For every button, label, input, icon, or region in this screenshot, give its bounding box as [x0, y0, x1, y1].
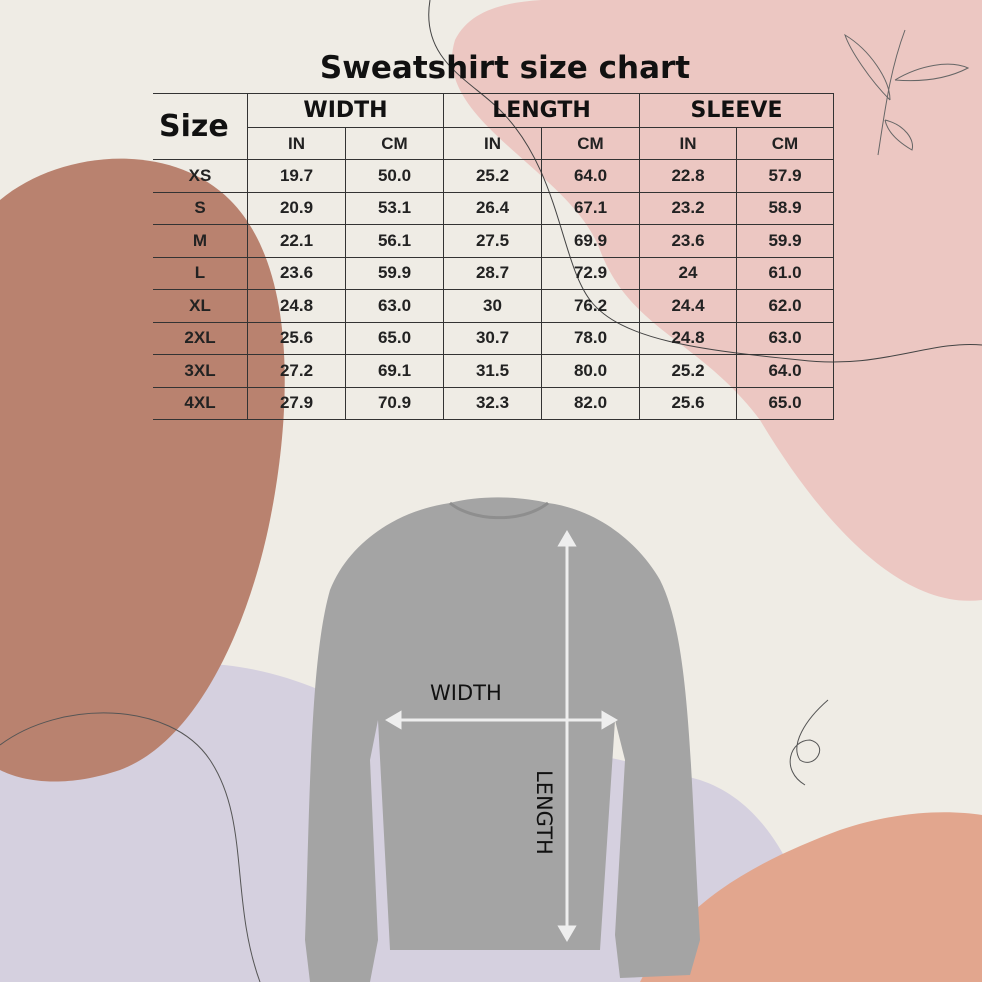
measurement-cell: 58.9 — [736, 191, 834, 225]
table-row: M 22.1 56.1 27.5 69.9 23.6 59.9 — [153, 224, 834, 258]
measurement-cell: 27.9 — [247, 386, 346, 420]
measurement-cell: 27.5 — [443, 224, 542, 258]
measurement-cell: 69.1 — [345, 354, 444, 388]
salmon-blob — [640, 812, 982, 982]
sweatshirt-image — [305, 497, 700, 982]
measurement-cell: 57.9 — [736, 159, 834, 193]
measurement-cell: 25.6 — [639, 386, 737, 420]
width-header: WIDTH — [247, 93, 444, 128]
size-cell: M — [153, 224, 248, 258]
unit-header: IN — [247, 127, 346, 160]
measurement-cell: 23.2 — [639, 191, 737, 225]
measurement-cell: 59.9 — [345, 256, 444, 290]
measurement-cell: 22.8 — [639, 159, 737, 193]
swirl-sketch-icon — [789, 699, 829, 786]
table-row: 2XL 25.6 65.0 30.7 78.0 24.8 63.0 — [153, 321, 834, 355]
measurement-cell: 72.9 — [541, 256, 640, 290]
measurement-cell: 82.0 — [541, 386, 640, 420]
measurement-cell: 23.6 — [639, 224, 737, 258]
measurement-cell: 69.9 — [541, 224, 640, 258]
measurement-cell: 24 — [639, 256, 737, 290]
measurement-cell: 61.0 — [736, 256, 834, 290]
measurement-cell: 59.9 — [736, 224, 834, 258]
measurement-cell: 78.0 — [541, 321, 640, 355]
size-cell: L — [153, 256, 248, 290]
measurement-cell: 25.2 — [639, 354, 737, 388]
length-header: LENGTH — [443, 93, 640, 128]
size-cell: XL — [153, 289, 248, 323]
measurement-cell: 28.7 — [443, 256, 542, 290]
measurement-cell: 25.2 — [443, 159, 542, 193]
measurement-cell: 50.0 — [345, 159, 444, 193]
measurement-cell: 26.4 — [443, 191, 542, 225]
table-row: XL 24.8 63.0 30 76.2 24.4 62.0 — [153, 289, 834, 323]
length-label: LENGTH — [532, 770, 556, 855]
measurement-cell: 32.3 — [443, 386, 542, 420]
width-label: WIDTH — [430, 681, 502, 705]
measurement-cell: 24.8 — [639, 321, 737, 355]
measurement-cell: 65.0 — [736, 386, 834, 420]
measurement-cell: 30 — [443, 289, 542, 323]
length-arrow — [557, 530, 577, 942]
measurement-cell: 63.0 — [345, 289, 444, 323]
measurement-cell: 20.9 — [247, 191, 346, 225]
measurement-cell: 76.2 — [541, 289, 640, 323]
measurement-cell: 27.2 — [247, 354, 346, 388]
table-row: L 23.6 59.9 28.7 72.9 24 61.0 — [153, 256, 834, 290]
decorative-line — [0, 712, 261, 982]
unit-header: CM — [541, 127, 640, 160]
measurement-cell: 24.4 — [639, 289, 737, 323]
table-row: XS 19.7 50.0 25.2 64.0 22.8 57.9 — [153, 159, 834, 193]
measurement-cell: 80.0 — [541, 354, 640, 388]
measurement-cell: 53.1 — [345, 191, 444, 225]
table-row: S 20.9 53.1 26.4 67.1 23.2 58.9 — [153, 191, 834, 225]
unit-header: IN — [443, 127, 542, 160]
chart-title: Sweatshirt size chart — [319, 50, 691, 86]
measurement-cell: 23.6 — [247, 256, 346, 290]
unit-header: CM — [736, 127, 834, 160]
size-table: Size WIDTH LENGTH SLEEVE IN CM IN CM IN CM XS… — [153, 93, 834, 420]
table-row: 3XL 27.2 69.1 31.5 80.0 25.2 64.0 — [153, 354, 834, 388]
unit-header: IN — [639, 127, 737, 160]
measurement-cell: 56.1 — [345, 224, 444, 258]
size-cell: 4XL — [153, 386, 248, 420]
size-header: Size — [153, 93, 248, 160]
size-cell: XS — [153, 159, 248, 193]
measurement-cell: 65.0 — [345, 321, 444, 355]
unit-header: CM — [345, 127, 444, 160]
measurement-cell: 25.6 — [247, 321, 346, 355]
size-cell: 2XL — [153, 321, 248, 355]
measurement-cell: 64.0 — [541, 159, 640, 193]
measurement-cell: 62.0 — [736, 289, 834, 323]
measurement-cell: 30.7 — [443, 321, 542, 355]
table-row: 4XL 27.9 70.9 32.3 82.0 25.6 65.0 — [153, 386, 834, 420]
measurement-cell: 19.7 — [247, 159, 346, 193]
measurement-cell: 63.0 — [736, 321, 834, 355]
sleeve-header: SLEEVE — [639, 93, 834, 128]
measurement-cell: 70.9 — [345, 386, 444, 420]
size-cell: 3XL — [153, 354, 248, 388]
leaf-sketch-icon — [844, 29, 970, 156]
size-cell: S — [153, 191, 248, 225]
measurement-cell: 22.1 — [247, 224, 346, 258]
measurement-cell: 31.5 — [443, 354, 542, 388]
measurement-cell: 24.8 — [247, 289, 346, 323]
measurement-cell: 67.1 — [541, 191, 640, 225]
measurement-cell: 64.0 — [736, 354, 834, 388]
width-arrow — [385, 710, 618, 730]
